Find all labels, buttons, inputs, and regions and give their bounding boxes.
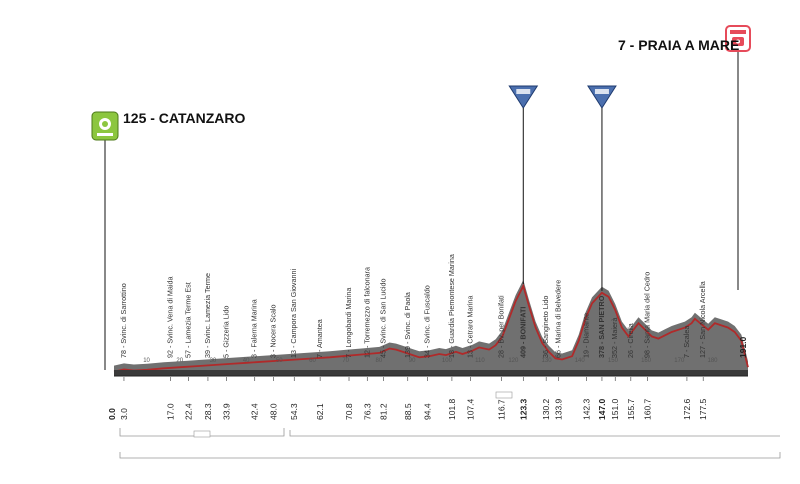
distance-tick-label: 120 bbox=[508, 358, 519, 364]
distance-tick-label: 40 bbox=[243, 358, 250, 364]
waypoint-label: 7 - Scalea bbox=[682, 326, 691, 358]
waypoint-km: 17.0 bbox=[165, 403, 175, 420]
waypoint-label: 3 - Nocera Scalo bbox=[268, 304, 277, 358]
distance-tick-label: 140 bbox=[575, 358, 586, 364]
waypoint-label: 3 - Falerna Marina bbox=[250, 299, 259, 358]
waypoint-label: 352 - Maierà bbox=[610, 318, 619, 358]
waypoint-km: 88.5 bbox=[403, 403, 413, 420]
waypoint-km: 155.7 bbox=[626, 398, 636, 420]
profile-base-band bbox=[114, 370, 748, 376]
distance-tick-label: 100 bbox=[442, 358, 453, 364]
waypoint-km: 101.8 bbox=[447, 398, 457, 420]
waypoint-km: 116.7 bbox=[496, 399, 506, 420]
distance-tick-label: 90 bbox=[409, 358, 416, 364]
waypoint-label: 28 - Bv. per Bonifati bbox=[496, 295, 505, 358]
waypoint-label: 45 - Svinc. di San Lucido bbox=[379, 278, 388, 358]
distance-tick-label: 10 bbox=[143, 358, 150, 364]
distance-tick-label: 80 bbox=[376, 358, 383, 364]
distance-tick-label: 150 bbox=[608, 358, 619, 364]
finish-flag-icon bbox=[725, 25, 751, 52]
waypoint-km: 177.5 bbox=[698, 398, 708, 420]
waypoint-label: 13 - Campora San Giovanni bbox=[289, 269, 298, 358]
waypoint-km: 107.4 bbox=[466, 398, 476, 420]
waypoint-label: 34 - Svinc. di Fuscaldo bbox=[422, 285, 431, 358]
sponsor-mark bbox=[193, 391, 513, 438]
waypoint-km: 28.3 bbox=[203, 403, 213, 420]
waypoint-label: 378 - SAN PIETRO bbox=[597, 295, 606, 358]
waypoint-km: 123.3 bbox=[518, 398, 528, 420]
waypoint-label: 13 - Cetraro Marina bbox=[466, 296, 475, 358]
distance-tick-label: 30 bbox=[210, 358, 217, 364]
waypoint-km: 160.7 bbox=[642, 398, 652, 420]
distance-tick-label: 50 bbox=[276, 358, 283, 364]
waypoint-label: 98 - Santa Maria del Cedro bbox=[642, 272, 651, 358]
waypoint-label: 7 - Amantea bbox=[315, 319, 324, 358]
start-city-label: 125 - CATANZARO bbox=[123, 110, 245, 126]
waypoint-label: 7 - Longobardi Marina bbox=[344, 288, 353, 358]
waypoint-km: 33.9 bbox=[222, 403, 232, 420]
distance-tick-label: 60 bbox=[309, 358, 316, 364]
waypoint-km: 62.1 bbox=[315, 403, 325, 420]
waypoint-label: 57 - Lamezia Terme Est bbox=[183, 282, 192, 358]
waypoint-km: 76.3 bbox=[362, 403, 372, 420]
distance-tick-label: 20 bbox=[176, 358, 183, 364]
distance-tick-label: 110 bbox=[475, 358, 485, 364]
waypoint-label: 19 - Diamante bbox=[581, 313, 590, 358]
distance-tick-label: 160 bbox=[641, 358, 652, 364]
bottom-bracket bbox=[119, 428, 781, 459]
waypoint-km: 54.3 bbox=[289, 403, 299, 420]
gpm-triangle-icon bbox=[508, 85, 539, 284]
waypoint-label: 12 - Torremezzo di falconara bbox=[362, 267, 371, 358]
waypoint-km: 172.6 bbox=[682, 398, 692, 420]
waypoint-km: 147.0 bbox=[597, 398, 607, 420]
waypoint-km: 42.4 bbox=[250, 403, 260, 420]
waypoint-label: 409 - BONIFATI bbox=[518, 307, 527, 358]
waypoint-label: 26 - Cirella bbox=[626, 323, 635, 358]
waypoint-km: 151.0 bbox=[610, 398, 620, 420]
elevation-profile bbox=[114, 280, 748, 370]
waypoint-label: 92 - Svinc. Vena di Maida bbox=[165, 276, 174, 358]
waypoint-km: 3.0 bbox=[119, 408, 129, 420]
finish-city-label: 7 - PRAIA A MARE bbox=[618, 37, 739, 53]
waypoint-km: 48.0 bbox=[268, 403, 278, 420]
start-km-label: 0.0 bbox=[107, 408, 117, 420]
waypoint-label: 36 - Sangineto Lido bbox=[541, 296, 550, 358]
waypoint-km: 94.4 bbox=[422, 403, 432, 420]
waypoint-label: 127 - San Nicola Arcella bbox=[698, 281, 707, 358]
waypoint-km: 133.9 bbox=[553, 398, 563, 420]
waypoint-km: 22.4 bbox=[183, 403, 193, 420]
distance-tick-label: 130 bbox=[542, 358, 553, 364]
gpm-triangle-icon bbox=[587, 85, 617, 291]
start-flag-icon bbox=[91, 111, 119, 141]
waypoint-label: 5 - Gizzeria Lido bbox=[222, 306, 231, 358]
waypoint-label: 39 - Svinc. Lamezia Terme bbox=[203, 273, 212, 358]
waypoint-km: 142.3 bbox=[581, 398, 591, 420]
waypoint-label: 139 - Svinc. di Paola bbox=[403, 292, 412, 358]
finish-km-label: 191.0 bbox=[738, 336, 748, 358]
distance-tick-label: 180 bbox=[707, 358, 718, 364]
waypoint-label: 78 - Svinc. di Sarrottino bbox=[119, 283, 128, 358]
waypoint-km: 81.2 bbox=[379, 403, 389, 420]
waypoint-label: 18 - Guardia Piemontese Marina bbox=[447, 254, 456, 358]
waypoint-km: 130.2 bbox=[541, 398, 551, 420]
waypoint-label: 66 - Marina di Belvedere bbox=[553, 280, 562, 358]
distance-tick-label: 170 bbox=[674, 358, 685, 364]
waypoint-km: 70.8 bbox=[344, 403, 354, 420]
distance-tick-label: 70 bbox=[342, 358, 349, 364]
road-line bbox=[113, 283, 749, 373]
